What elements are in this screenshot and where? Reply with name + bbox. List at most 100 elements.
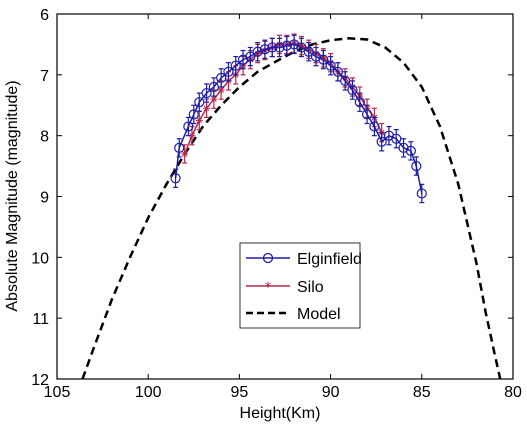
elginfield-point <box>216 68 227 88</box>
elginfield-series-layer <box>170 34 427 204</box>
elginfield-marker <box>325 60 336 71</box>
elginfield-marker <box>347 84 358 96</box>
elginfield-point <box>201 83 212 103</box>
x-tick-label: 105 <box>44 384 71 401</box>
elginfield-point <box>274 37 285 58</box>
silo-marker <box>196 117 203 124</box>
elginfield-marker <box>376 136 387 147</box>
legend-label-elginfield: Elginfield <box>297 251 362 268</box>
elginfield-point <box>416 183 427 204</box>
elginfield-point <box>259 39 271 60</box>
elginfield-marker <box>405 145 416 156</box>
silo-point <box>181 144 189 164</box>
y-tick-label: 8 <box>40 129 49 146</box>
elginfield-marker <box>245 51 256 62</box>
elginfield-marker <box>230 60 241 71</box>
silo-marker <box>211 96 217 103</box>
elginfield-marker <box>303 46 314 57</box>
elginfield-point <box>405 141 416 161</box>
elginfield-marker <box>194 97 205 108</box>
y-axis-label: Absolute Magnitude (magnitude) <box>4 80 21 311</box>
elginfield-marker <box>369 121 380 132</box>
elginfield-point <box>245 46 256 67</box>
elginfield-point <box>340 71 351 91</box>
elginfield-point <box>237 49 249 70</box>
elginfield-point <box>289 34 300 55</box>
elginfield-line <box>174 43 423 194</box>
elginfield-marker <box>274 42 285 53</box>
elginfield-marker <box>281 40 292 51</box>
elginfield-marker <box>183 121 194 132</box>
legend-item-silo: * Silo <box>246 279 324 296</box>
x-tick-label: 85 <box>413 384 431 401</box>
elginfield-marker <box>318 54 329 65</box>
elginfield-point <box>398 138 409 158</box>
elginfield-marker <box>170 173 181 184</box>
elginfield-marker <box>201 87 212 99</box>
elginfield-marker <box>416 188 427 199</box>
elginfield-point <box>318 49 329 70</box>
elginfield-marker <box>259 44 271 55</box>
elginfield-marker <box>383 130 395 141</box>
elginfield-marker <box>411 160 422 172</box>
silo-marker <box>218 87 225 93</box>
ticks-layer: 105 100 95 90 85 80 6 7 8 9 10 11 12 <box>31 7 522 401</box>
elginfield-point <box>325 55 336 76</box>
y-tick-label: 12 <box>31 372 49 389</box>
y-tick-label: 7 <box>40 68 49 85</box>
legend: Elginfield * Silo Model <box>239 242 362 329</box>
elginfield-marker <box>398 142 409 153</box>
elginfield-marker <box>174 142 185 153</box>
x-tick-label: 80 <box>504 384 522 401</box>
elginfield-marker <box>223 66 234 77</box>
elginfield-point <box>411 156 422 176</box>
elginfield-marker <box>237 54 249 65</box>
elginfield-point <box>208 77 219 97</box>
y-tick-label: 9 <box>40 190 49 207</box>
elginfield-marker <box>208 81 219 93</box>
elginfield-point <box>332 62 343 82</box>
elginfield-point <box>354 92 365 112</box>
elginfield-point <box>170 168 181 188</box>
x-axis-label: Height(Km) <box>240 405 321 422</box>
elginfield-marker <box>354 97 365 108</box>
elginfield-point <box>303 41 314 62</box>
elginfield-marker <box>188 109 199 120</box>
silo-marker <box>189 132 195 139</box>
y-tick-label: 11 <box>32 311 49 328</box>
x-tick-label: 95 <box>231 384 249 401</box>
legend-label-silo: Silo <box>297 279 324 296</box>
elginfield-marker <box>216 72 227 83</box>
elginfield-marker <box>289 39 300 50</box>
elginfield-point <box>383 125 395 146</box>
silo-marker <box>181 151 188 157</box>
elginfield-point <box>376 132 387 152</box>
elginfield-point <box>347 80 358 100</box>
legend-marker-elginfield <box>262 252 274 264</box>
x-tick-label: 90 <box>322 384 340 401</box>
legend-label-model: Model <box>297 306 341 323</box>
x-tick-label: 100 <box>135 384 162 401</box>
elginfield-point <box>391 128 402 149</box>
elginfield-marker <box>252 46 263 57</box>
elginfield-point <box>361 104 373 125</box>
elginfield-point <box>281 35 292 56</box>
elginfield-marker <box>267 42 278 53</box>
elginfield-point <box>369 116 380 137</box>
elginfield-marker <box>340 75 351 87</box>
elginfield-marker <box>332 66 343 77</box>
legend-item-model: Model <box>246 306 341 323</box>
legend-marker-silo: * <box>265 280 272 296</box>
elginfield-point <box>252 41 263 62</box>
elginfield-point <box>310 46 322 67</box>
elginfield-point <box>194 92 205 112</box>
elginfield-marker <box>391 133 402 144</box>
elginfield-point <box>174 138 185 158</box>
y-tick-label: 10 <box>31 250 49 267</box>
elginfield-point <box>267 37 278 58</box>
silo-series-layer <box>181 33 386 164</box>
elginfield-point <box>230 55 241 76</box>
elginfield-marker <box>361 109 373 120</box>
silo-marker <box>203 105 210 112</box>
